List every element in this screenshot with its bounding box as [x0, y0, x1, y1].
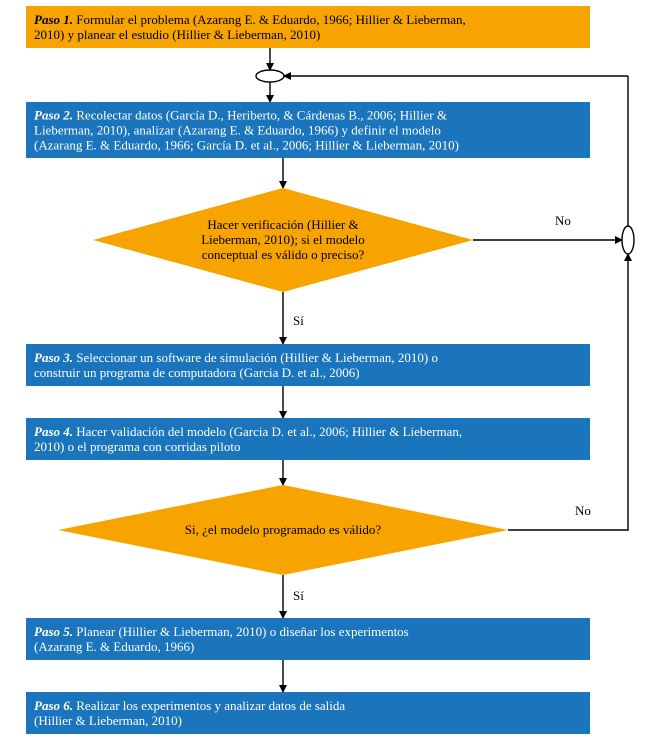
paso5-line1: (Azarang E. & Eduardo, 1966): [34, 639, 194, 654]
junction2: [622, 226, 634, 254]
paso3-line1: construir un programa de computadora (Ga…: [34, 365, 360, 380]
label-no1: No: [555, 213, 571, 228]
paso1-line1: 2010) y planear el estudio (Hillier & Li…: [34, 27, 320, 42]
dec1-line2: conceptual es válido o preciso?: [202, 247, 365, 262]
paso6-line0: Paso 6. Realizar los experimentos y anal…: [34, 698, 345, 713]
paso6-line1: (Hillier & Lieberman, 2010): [34, 713, 182, 728]
junction1: [256, 70, 284, 82]
paso2-line2: (Azarang E. & Eduardo, 1966; García D. e…: [34, 138, 459, 153]
edge-dec2_right-junction2_bottom: [508, 254, 628, 530]
paso4-line1: 2010) o el programa con corridas piloto: [34, 439, 241, 454]
dec2-line0: Si, ¿el modelo programado es válido?: [185, 522, 382, 537]
label-si2: Sí: [293, 588, 304, 603]
paso3-line0: Paso 3. Seleccionar un software de simul…: [34, 350, 438, 365]
paso1-line0: Paso 1. Formular el problema (Azarang E.…: [34, 12, 466, 27]
paso5-line0: Paso 5. Planear (Hillier & Lieberman, 20…: [34, 624, 409, 639]
nodes-layer: Paso 1. Formular el problema (Azarang E.…: [26, 6, 634, 734]
label-no2: No: [575, 503, 591, 518]
paso2-line0: Paso 2. Recolectar datos (García D., Her…: [34, 108, 447, 123]
dec1-line1: Lieberman, 2010); si el modelo: [201, 232, 365, 247]
label-si1: Sí: [293, 313, 304, 328]
paso2-line1: Lieberman, 2010), analizar (Azarang E. &…: [34, 123, 441, 138]
paso4-line0: Paso 4. Hacer validación del modelo (Gar…: [34, 424, 462, 439]
dec1-line0: Hacer verificación (Hillier &: [207, 217, 358, 232]
